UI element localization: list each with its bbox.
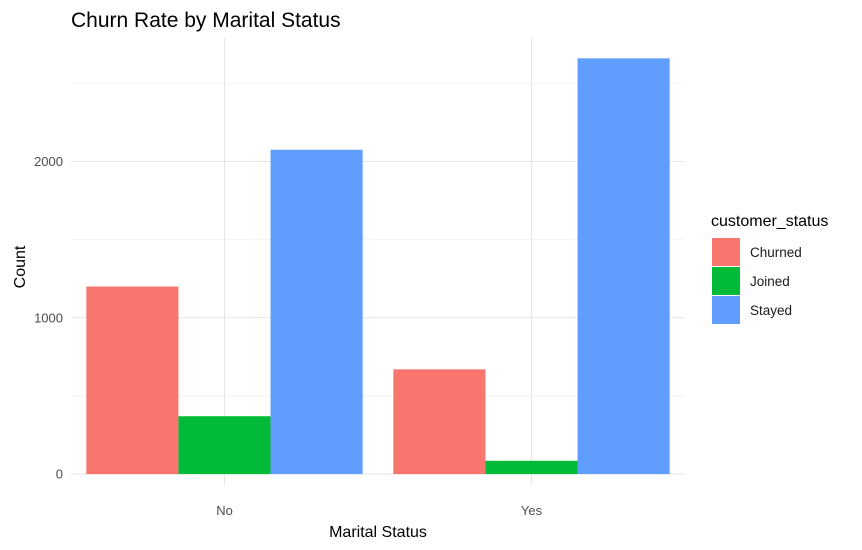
- legend-label-joined: Joined: [750, 274, 790, 289]
- x-tick-label: Yes: [521, 503, 543, 518]
- chart-title: Churn Rate by Marital Status: [71, 9, 341, 32]
- x-axis-ticks: No Yes: [216, 503, 542, 518]
- legend-swatch-stayed: [712, 296, 740, 324]
- bar-joined-no: [178, 416, 271, 475]
- legend-swatch-joined: [712, 267, 740, 295]
- legend-label-churned: Churned: [750, 245, 802, 260]
- y-tick-label: 1000: [34, 310, 63, 325]
- bar-churned-yes: [393, 369, 486, 475]
- y-tick-label: 2000: [34, 154, 63, 169]
- legend-label-stayed: Stayed: [750, 303, 792, 318]
- bar-joined-yes: [485, 460, 578, 475]
- y-axis-ticks: 0 1000 2000: [34, 154, 63, 482]
- x-tick-label: No: [216, 503, 233, 518]
- bar-stayed-yes: [577, 58, 670, 475]
- legend-swatch-churned: [712, 238, 740, 266]
- bar-churned-no: [86, 286, 179, 475]
- y-axis-title: Count: [12, 245, 29, 288]
- legend-title: customer_status: [711, 213, 828, 230]
- legend: customer_status Churned Joined Stayed: [711, 213, 828, 324]
- bar-series: [86, 58, 670, 475]
- bar-stayed-no: [270, 149, 363, 475]
- y-tick-label: 0: [56, 467, 63, 482]
- x-axis-title: Marital Status: [329, 524, 427, 541]
